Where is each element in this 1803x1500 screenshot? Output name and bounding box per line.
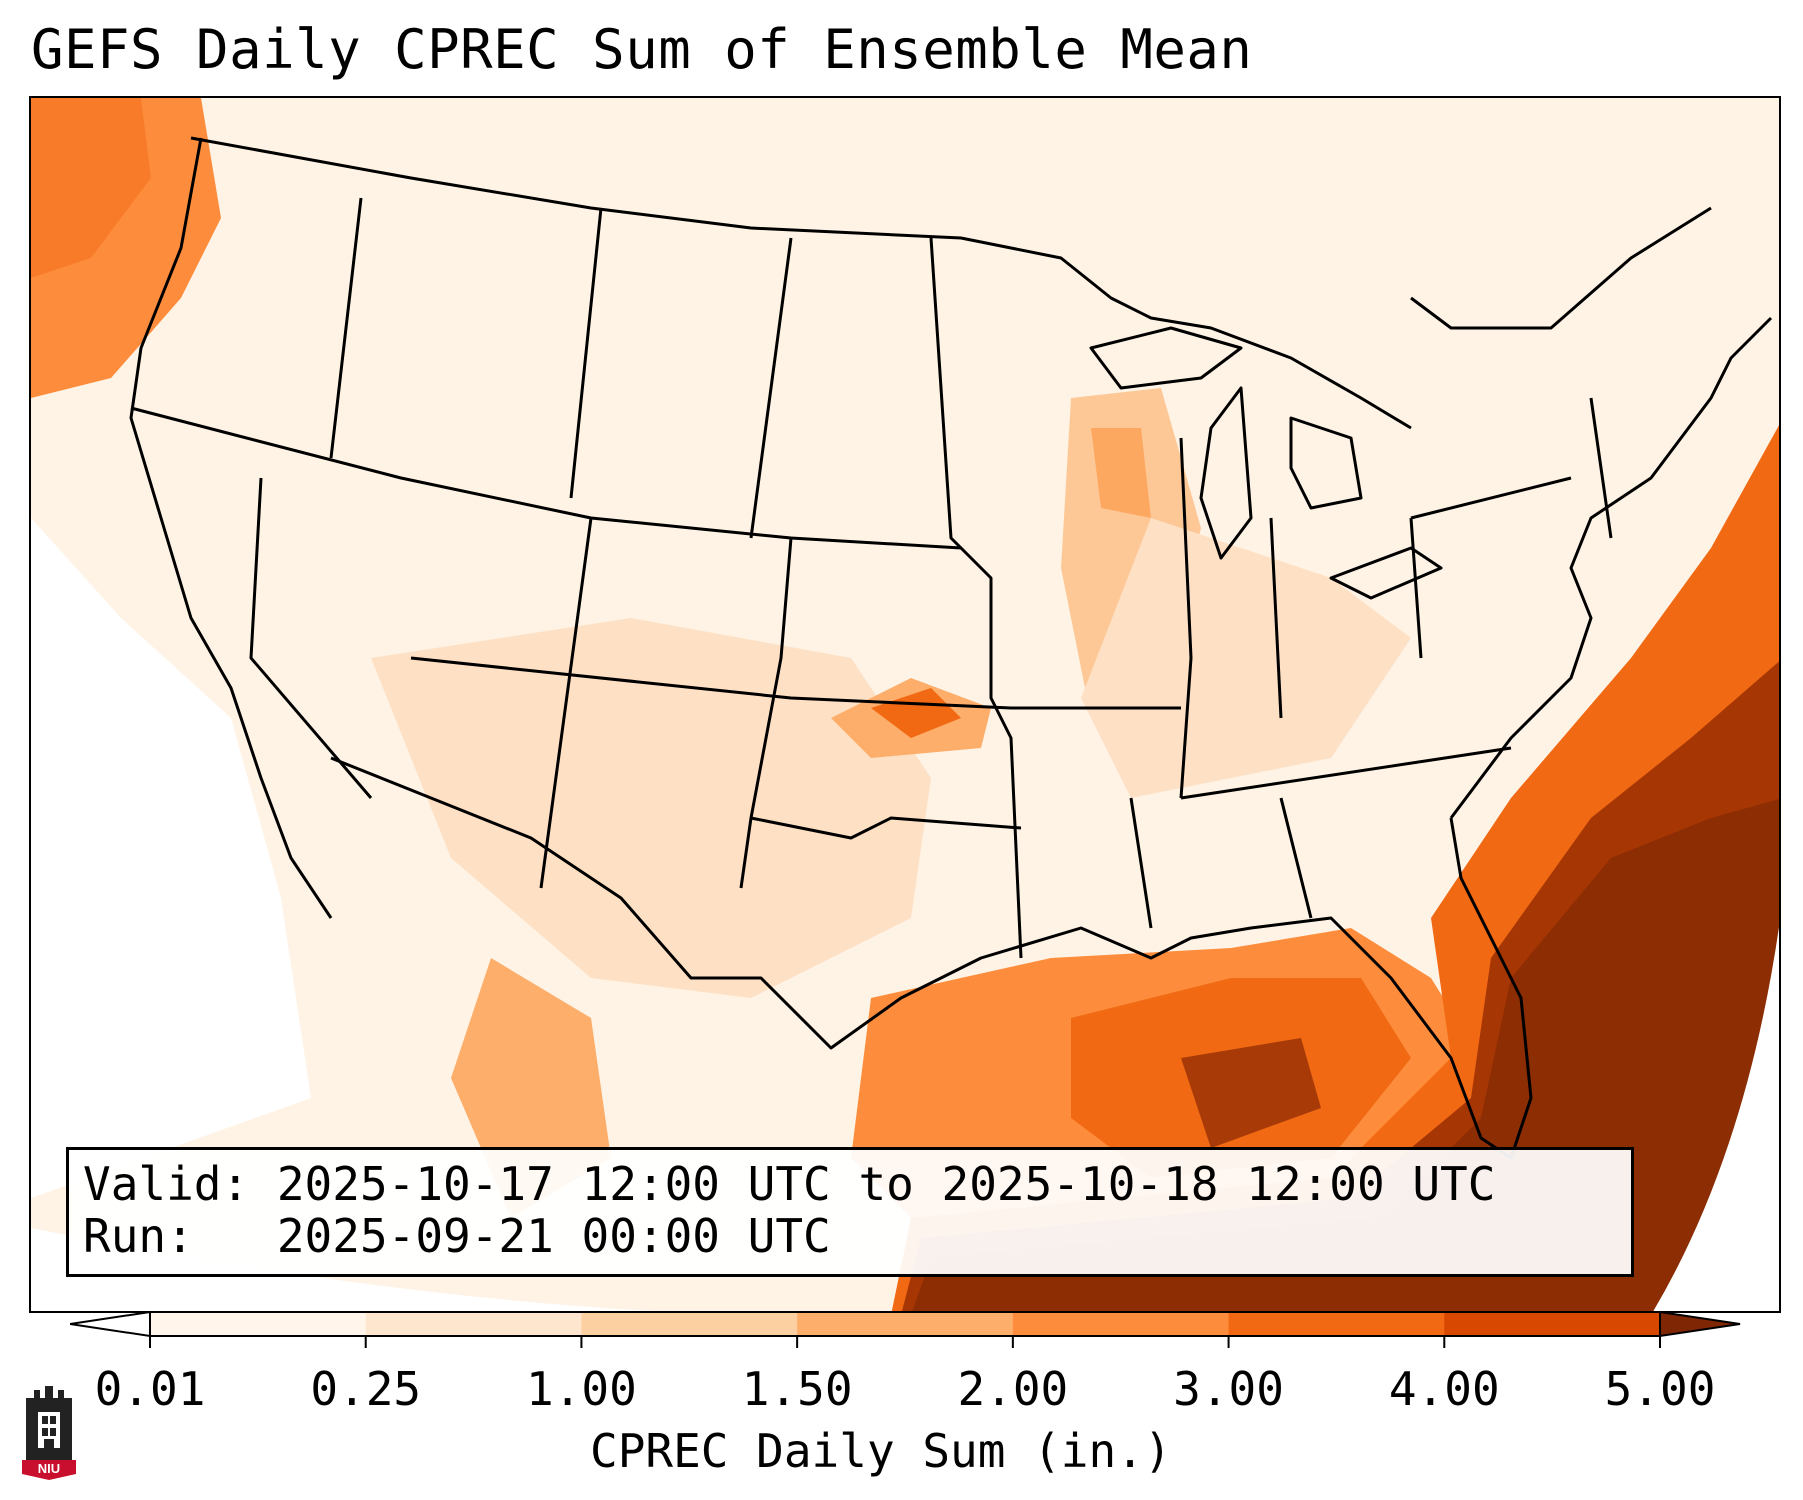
- shading-gulf-core: [1181, 1038, 1321, 1148]
- colorbar-cell: [1444, 1312, 1661, 1336]
- colorbar-tick-label: 1.00: [526, 1362, 637, 1416]
- wyoming-line-w: [569, 207, 603, 499]
- state-line-37n: [410, 656, 1181, 710]
- canada-border: [190, 136, 1412, 430]
- red-river-line: [750, 816, 1022, 840]
- east-coast: [1449, 316, 1773, 819]
- west-coast: [129, 137, 333, 919]
- lake-erie: [1329, 546, 1443, 600]
- indiana-line: [1179, 437, 1193, 799]
- colorbar-label: CPREC Daily Sum (in.): [590, 1424, 1172, 1478]
- shading-southern-plains: [371, 618, 931, 998]
- colorbar-cell: [1228, 1312, 1445, 1336]
- shading-ohio-valley: [1081, 518, 1411, 798]
- run-info-box: Valid: 2025-10-17 12:00 UTC to 2025-10-1…: [66, 1147, 1634, 1277]
- colorbar-ticks: [149, 1336, 1661, 1348]
- colorbar-cell: [581, 1312, 798, 1336]
- colorbar-tick-label: 5.00: [1604, 1362, 1716, 1416]
- colorbar-cell: [797, 1312, 1014, 1336]
- outside-projection-corner: [1653, 926, 1779, 1311]
- pennsylvania-line: [1410, 476, 1572, 520]
- canada-border-east: [1410, 206, 1712, 330]
- valid-time-text: Valid: 2025-10-17 12:00 UTC to 2025-10-1…: [83, 1157, 1496, 1211]
- colorbar-tick-label: 4.00: [1388, 1362, 1500, 1416]
- precipitation-map: [29, 96, 1781, 1313]
- ohio-line-e: [1409, 517, 1423, 659]
- run-time-text: Run: 2025-09-21 00:00 UTC: [83, 1209, 831, 1263]
- gulf-coast: [330, 756, 1533, 1160]
- pacific-low-area: [31, 518, 311, 1198]
- colorbar-tick-label: 0.25: [310, 1362, 422, 1416]
- lake-huron: [1289, 416, 1363, 510]
- niu-tower-logo-icon: NIU: [22, 1386, 76, 1480]
- ohio-line-w: [1269, 517, 1283, 719]
- logo-text: NIU: [38, 1461, 60, 1476]
- new-england-line: [1589, 397, 1613, 539]
- colorbar-tick-label: 1.50: [741, 1362, 853, 1416]
- colorbar-cell: [365, 1312, 582, 1336]
- colorado-line-w: [539, 517, 593, 889]
- colorbar-tick-label: 2.00: [957, 1362, 1069, 1416]
- colorado-line-e: [739, 537, 793, 889]
- boundary-lines: [129, 136, 1773, 1160]
- mississippi-west-line: [929, 237, 1023, 959]
- lake-michigan: [1199, 386, 1253, 560]
- colorbar-tick-label: 3.00: [1173, 1362, 1284, 1416]
- colorbar-over-arrow: [1659, 1310, 1741, 1338]
- colorbar-tick-label: 0.01: [94, 1362, 206, 1416]
- dakota-line: [749, 237, 793, 539]
- georgia-line: [1279, 797, 1313, 919]
- shading-kansas-core: [871, 688, 961, 738]
- colorbar-under-arrow: [70, 1310, 151, 1338]
- map-canvas: [31, 98, 1779, 1311]
- outside-projection-bottom: [31, 1228, 652, 1311]
- idaho-line: [329, 197, 363, 459]
- nevada-line: [249, 477, 373, 799]
- colorbar: [70, 1310, 1741, 1348]
- map-title: GEFS Daily CPREC Sum of Ensemble Mean: [31, 18, 1253, 81]
- colorbar-cells: [70, 1310, 1741, 1338]
- shading-wisconsin: [1091, 428, 1151, 518]
- tennessee-line: [1180, 746, 1512, 800]
- alabama-line-w: [1129, 797, 1153, 929]
- lake-superior: [1089, 326, 1243, 390]
- shading-pnw-core: [31, 98, 151, 278]
- colorbar-cell: [1012, 1312, 1230, 1336]
- colorbar-frame: [149, 1311, 1661, 1337]
- colorbar-cell: [150, 1312, 367, 1336]
